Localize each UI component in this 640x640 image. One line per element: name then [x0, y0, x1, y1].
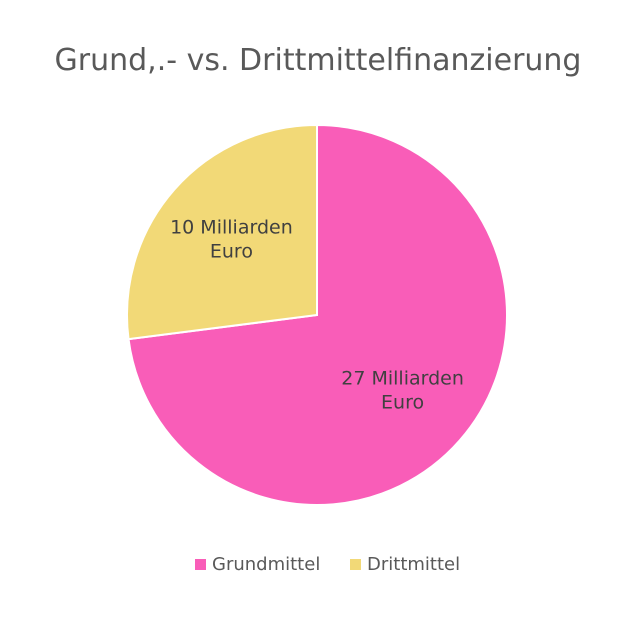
pie-slices [126, 123, 508, 506]
legend-swatch-grundmittel [195, 559, 206, 570]
slice-label-line: 27 Milliarden [341, 367, 464, 389]
legend: Grundmittel Drittmittel [195, 554, 460, 575]
pie-slice-drittmittel [126, 123, 318, 341]
slice-label-drittmittel: 10 Milliarden Euro [170, 217, 293, 263]
slice-label-line: 10 Milliarden [170, 217, 293, 239]
legend-label-drittmittel: Drittmittel [367, 554, 460, 575]
slice-label-grundmittel: 27 Milliarden Euro [341, 367, 464, 413]
chart-title: Grund,.- vs. Drittmittelfinanzierung [55, 43, 582, 78]
legend-swatch-drittmittel [350, 559, 361, 570]
slice-label-line: Euro [381, 391, 424, 413]
legend-label-grundmittel: Grundmittel [212, 554, 320, 575]
slice-label-line: Euro [210, 241, 253, 263]
